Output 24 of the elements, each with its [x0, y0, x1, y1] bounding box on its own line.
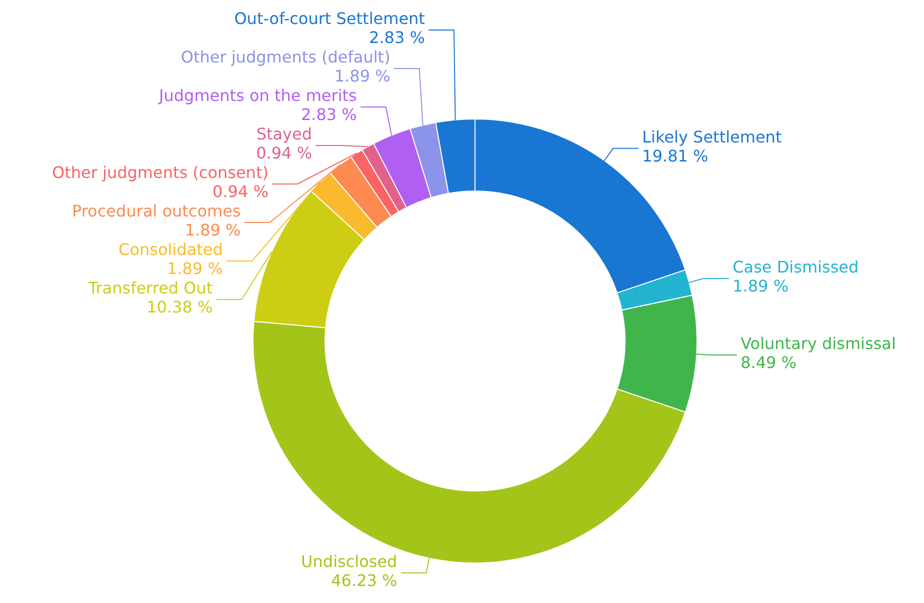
slice-label: Other judgments (consent): [52, 163, 268, 182]
data-label: 10.38 %: [146, 298, 213, 316]
data-label: 1.89 %: [732, 276, 789, 296]
slice-label: Judgments on the merits: [158, 86, 357, 105]
data-label: 0.94 %: [256, 144, 312, 162]
data-label: 2.83 %: [300, 105, 357, 124]
data-label: 19.81 %: [642, 146, 708, 166]
data-label: 0.94 %: [212, 182, 268, 201]
slice-label: Stayed: [256, 124, 312, 144]
slice-label: Voluntary dismissal: [740, 334, 896, 354]
slice-label: Other judgments (default): [180, 48, 390, 66]
slice-label: Consolidated: [118, 240, 223, 259]
data-label: 2.83 %: [369, 28, 425, 47]
data-label: 8.49 %: [740, 353, 797, 372]
slice-label: Out-of-court Settlement: [234, 9, 425, 28]
data-label: 1.89 %: [166, 259, 223, 278]
slice-label: Transferred Out: [87, 278, 213, 298]
data-label: 1.89 %: [184, 220, 241, 240]
data-label: 1.89 %: [334, 66, 390, 86]
slice-label: Procedural outcomes: [72, 202, 241, 220]
slice-label: Undisclosed: [301, 552, 398, 571]
slice-label: Case Dismissed: [732, 258, 859, 277]
data-label: 46.23 %: [331, 570, 398, 590]
slice-label: Likely Settlement: [642, 127, 782, 146]
